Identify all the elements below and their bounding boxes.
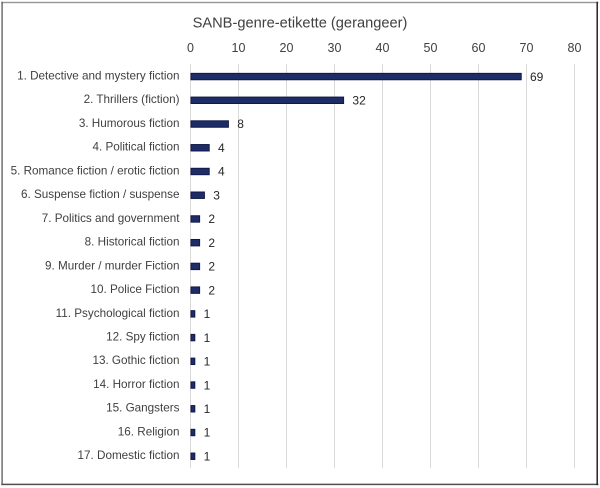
svg-text:1: 1 [204,307,211,321]
svg-text:50: 50 [424,41,438,55]
svg-text:40: 40 [376,41,390,55]
svg-text:2: 2 [208,236,215,250]
svg-text:1: 1 [204,378,211,392]
svg-text:1. Detective and mystery ficti: 1. Detective and mystery fiction [17,69,179,82]
svg-text:30: 30 [328,41,342,55]
svg-text:4: 4 [218,141,225,155]
svg-text:2. Thrillers (fiction): 2. Thrillers (fiction) [84,93,180,106]
svg-text:9. Murder / murder Fiction: 9. Murder / murder Fiction [45,259,179,272]
svg-text:0: 0 [187,41,194,55]
svg-text:14. Horror fiction: 14. Horror fiction [93,378,179,391]
svg-text:16. Religion: 16. Religion [118,425,180,438]
svg-text:SANB-genre-etikette (gerangeer: SANB-genre-etikette (gerangeer) [193,15,408,31]
svg-text:10. Police Fiction: 10. Police Fiction [91,283,180,296]
svg-text:3: 3 [213,188,220,202]
svg-text:1: 1 [204,402,211,416]
svg-text:15. Gangsters: 15. Gangsters [106,402,180,415]
svg-text:5. Romance fiction / erotic fi: 5. Romance fiction / erotic fiction [11,164,180,177]
svg-text:8: 8 [237,117,244,131]
svg-text:1: 1 [204,449,211,463]
svg-text:17. Domestic fiction: 17. Domestic fiction [78,449,180,462]
svg-text:1: 1 [204,426,211,440]
svg-text:8. Historical fiction: 8. Historical fiction [85,236,180,249]
svg-text:60: 60 [472,41,486,55]
svg-text:2: 2 [208,283,215,297]
svg-text:6. Suspense fiction / suspense: 6. Suspense fiction / suspense [21,188,180,201]
svg-text:10: 10 [232,41,246,55]
svg-text:11. Psychological fiction: 11. Psychological fiction [56,307,180,320]
svg-text:3. Humorous fiction: 3. Humorous fiction [79,117,180,130]
svg-text:69: 69 [530,70,544,84]
svg-text:1: 1 [204,331,211,345]
svg-text:32: 32 [352,94,366,108]
svg-text:2: 2 [208,212,215,226]
svg-text:1: 1 [204,355,211,369]
svg-text:13. Gothic fiction: 13. Gothic fiction [92,354,179,367]
svg-text:4: 4 [218,165,225,179]
svg-text:2: 2 [208,260,215,274]
svg-text:80: 80 [568,41,582,55]
svg-text:12. Spy fiction: 12. Spy fiction [106,330,179,343]
svg-text:7. Politics and government: 7. Politics and government [42,212,180,225]
svg-text:70: 70 [520,41,534,55]
svg-text:4. Political fiction: 4. Political fiction [92,141,179,154]
svg-text:20: 20 [280,41,294,55]
